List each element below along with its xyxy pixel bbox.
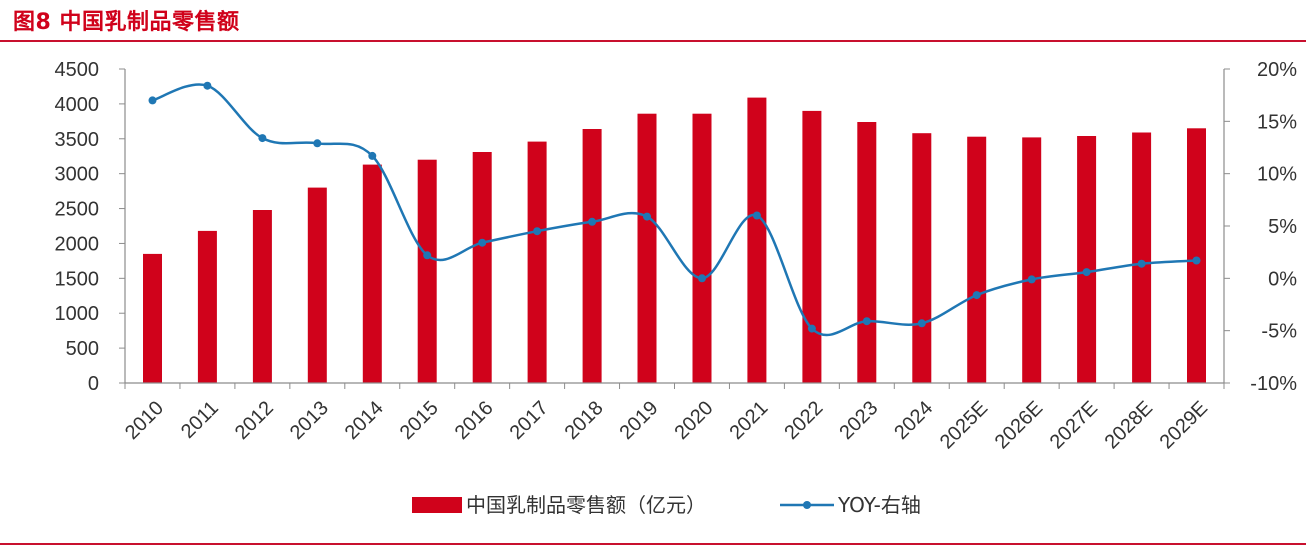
yoy-point-2016 xyxy=(478,238,487,247)
bottom-divider xyxy=(0,543,1306,545)
right-y-tick-label: -10% xyxy=(1250,373,1297,395)
right-y-tick-label: 0% xyxy=(1268,268,1297,290)
x-tick-label-2013: 2013 xyxy=(286,397,333,444)
x-tick-label-2029E: 2029E xyxy=(1156,397,1212,453)
x-tick-label-2017: 2017 xyxy=(506,397,553,444)
yoy-point-2024 xyxy=(917,319,926,328)
x-tick-label-2026E: 2026E xyxy=(991,397,1047,453)
yoy-point-2015 xyxy=(423,251,432,260)
yoy-point-2013 xyxy=(313,139,322,148)
right-y-tick-label: 10% xyxy=(1257,164,1297,186)
bar-2012 xyxy=(252,210,272,383)
x-tick-label-2018: 2018 xyxy=(561,397,608,444)
bar-2014 xyxy=(362,164,382,383)
bar-2011 xyxy=(197,230,217,383)
x-tick-label-2019: 2019 xyxy=(616,397,663,444)
x-tick-label-2021: 2021 xyxy=(725,397,772,444)
bar-2028E xyxy=(1132,132,1152,383)
x-tick-label-2011: 2011 xyxy=(177,397,223,443)
yoy-point-2010 xyxy=(148,96,157,105)
left-y-tick-label: 4000 xyxy=(55,94,100,116)
right-y-tick-label: -5% xyxy=(1261,321,1297,343)
right-y-tick-label: 20% xyxy=(1257,59,1297,81)
left-y-tick-label: 3000 xyxy=(55,164,100,186)
yoy-line xyxy=(152,83,1197,337)
bar-2017 xyxy=(527,141,547,383)
legend-bar-swatch xyxy=(412,497,462,513)
x-tick-label-2014: 2014 xyxy=(341,397,388,444)
yoy-point-2020 xyxy=(698,274,706,283)
left-y-tick-label: 0 xyxy=(88,373,99,395)
x-tick-label-2012: 2012 xyxy=(231,397,278,444)
left-y-tick-label: 2000 xyxy=(55,233,100,255)
bar-2027E xyxy=(1077,136,1097,383)
bar-2026E xyxy=(1022,137,1042,383)
yoy-point-2021 xyxy=(752,211,761,220)
x-tick-label-2016: 2016 xyxy=(451,397,498,444)
bar-2015 xyxy=(417,159,437,383)
x-tick-label-2015: 2015 xyxy=(396,397,443,444)
bar-2018 xyxy=(582,129,602,383)
bar-2022 xyxy=(802,110,822,384)
left-y-tick-label: 2500 xyxy=(55,199,100,221)
left-y-tick-label: 4500 xyxy=(55,59,100,81)
bar-2025E xyxy=(967,136,987,383)
yoy-point-2022 xyxy=(807,324,816,333)
line-layer xyxy=(148,81,1201,337)
x-tick-label-2024: 2024 xyxy=(890,397,937,444)
bar-2016 xyxy=(472,152,492,383)
yoy-point-2011 xyxy=(203,81,212,90)
x-tick-label-2010: 2010 xyxy=(121,397,168,444)
bar-2020 xyxy=(692,113,712,383)
x-tick-label-2028E: 2028E xyxy=(1101,397,1157,453)
legend-line-marker xyxy=(803,501,811,509)
x-tick-label-2025E: 2025E xyxy=(936,397,992,453)
bar-2021 xyxy=(747,97,767,383)
yoy-point-2023 xyxy=(862,317,871,326)
bar-2024 xyxy=(912,133,932,383)
legend: 中国乳制品零售额（亿元） YOY-右轴 xyxy=(412,493,921,517)
legend-line-label: YOY-右轴 xyxy=(837,493,921,517)
yoy-point-2017 xyxy=(533,227,542,236)
bar-2019 xyxy=(637,113,657,383)
figure-title: 图8 中国乳制品零售额 xyxy=(13,10,240,35)
yoy-point-2012 xyxy=(258,134,267,143)
bar-2023 xyxy=(857,122,877,383)
top-divider xyxy=(0,40,1306,42)
legend-bar-label: 中国乳制品零售额（亿元） xyxy=(466,493,706,517)
yoy-point-2027E xyxy=(1082,268,1091,277)
left-y-tick-label: 1500 xyxy=(55,268,100,290)
yoy-point-2028E xyxy=(1137,259,1146,268)
yoy-point-2019 xyxy=(643,212,651,221)
yoy-point-2014 xyxy=(368,151,377,160)
left-y-tick-label: 1000 xyxy=(55,303,100,325)
left-y-tick-label: 500 xyxy=(66,338,99,360)
right-y-tick-label: 15% xyxy=(1257,111,1297,133)
x-tick-label-2023: 2023 xyxy=(835,397,882,444)
bars-layer xyxy=(143,97,1206,384)
yoy-point-2029E xyxy=(1192,256,1201,265)
yoy-point-2018 xyxy=(588,217,597,226)
left-y-tick-label: 3500 xyxy=(55,129,100,151)
bar-2010 xyxy=(143,253,162,383)
bar-2029E xyxy=(1187,128,1206,383)
x-tick-label-2022: 2022 xyxy=(780,397,827,444)
right-y-tick-label: 5% xyxy=(1268,216,1297,238)
bar-2013 xyxy=(307,187,327,383)
x-tick-label-2020: 2020 xyxy=(670,397,717,444)
yoy-point-2026E xyxy=(1027,275,1036,284)
x-tick-label-2027E: 2027E xyxy=(1046,397,1102,453)
yoy-point-2025E xyxy=(972,291,981,300)
